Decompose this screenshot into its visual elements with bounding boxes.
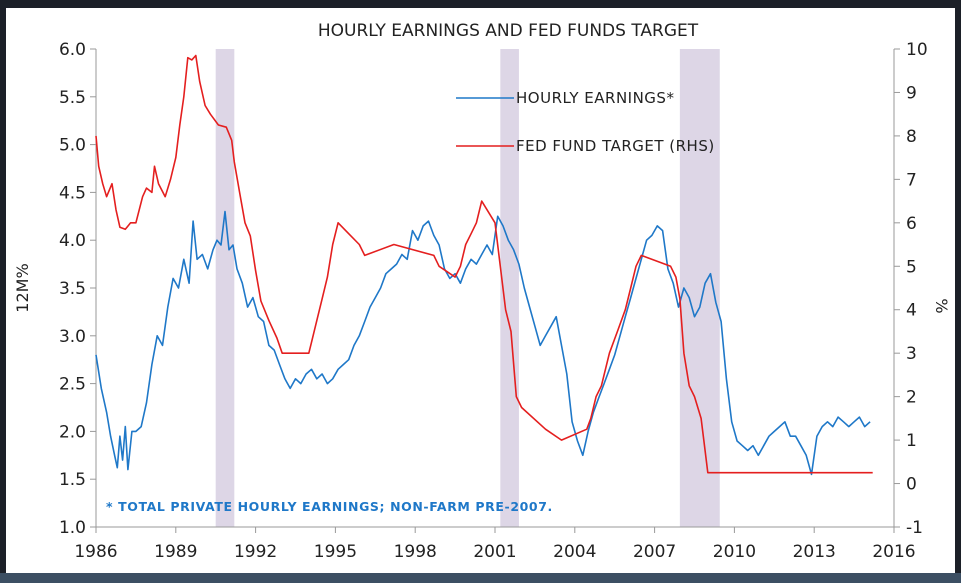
x-tick-label-2010: 2010 <box>713 542 756 562</box>
x-tick-label-1998: 1998 <box>394 542 437 562</box>
x-tick-label-2004: 2004 <box>553 542 596 562</box>
y-tick-label-2.5: 2.5 <box>59 375 86 395</box>
x-tick-label-1986: 1986 <box>74 542 117 562</box>
y2-tick-label-5: 5 <box>906 257 917 277</box>
y-ticks: 1.0 1.5 2.0 2.5 3.0 3.5 4.0 4.5 5.0 5.5 6.0 <box>59 40 96 538</box>
y-tick-label-2.0: 2.0 <box>59 422 86 442</box>
legend-label-fed-fund-target: FED FUND TARGET (RHS) <box>516 137 715 155</box>
x-tick-label-1995: 1995 <box>314 542 357 562</box>
recession-band-1 <box>500 49 519 527</box>
y-tick-label-5.0: 5.0 <box>59 136 86 156</box>
legend-label-hourly-earnings: HOURLY EARNINGS* <box>516 89 674 107</box>
bottom-strip <box>0 573 961 583</box>
legend: HOURLY EARNINGS* FED FUND TARGET (RHS) <box>456 89 715 155</box>
recession-bands <box>215 49 720 527</box>
x-tick-label-2007: 2007 <box>633 542 676 562</box>
y2-tick-label-0: 0 <box>906 475 917 495</box>
y2-tick-label-6: 6 <box>906 214 917 234</box>
y-tick-label-5.5: 5.5 <box>59 88 86 108</box>
y-tick-label-6.0: 6.0 <box>59 40 86 60</box>
recession-band-0 <box>215 49 235 527</box>
y2-axis-title: % <box>932 298 951 313</box>
chart: HOURLY EARNINGS AND FED FUNDS TARGET 198… <box>13 21 951 562</box>
chart-footnote: * TOTAL PRIVATE HOURLY EARNINGS; NON-FAR… <box>106 499 553 514</box>
y2-tick-label-9: 9 <box>906 83 917 103</box>
x-tick-label-2001: 2001 <box>473 542 516 562</box>
chart-frame: HOURLY EARNINGS AND FED FUNDS TARGET 198… <box>6 8 955 573</box>
x-tick-label-2013: 2013 <box>793 542 836 562</box>
y2-tick-label-10: 10 <box>906 40 928 60</box>
y2-tick-label-7: 7 <box>906 170 917 190</box>
x-tick-label-2016: 2016 <box>872 542 915 562</box>
y-tick-label-3.5: 3.5 <box>59 279 86 299</box>
y2-tick-label--1: -1 <box>906 518 923 538</box>
y2-ticks: -1 0 1 2 3 4 5 6 7 8 9 10 <box>894 40 928 538</box>
x-tick-label-1992: 1992 <box>234 542 277 562</box>
x-tick-label-1989: 1989 <box>154 542 197 562</box>
y2-tick-label-2: 2 <box>906 388 917 408</box>
y-tick-label-3.0: 3.0 <box>59 327 86 347</box>
x-ticks: 1986 1989 1992 1995 1998 2001 2004 2007 2010 2013… <box>74 527 916 562</box>
series-lines <box>95 54 873 476</box>
y2-tick-label-4: 4 <box>906 301 917 321</box>
fed-fund-target-line <box>95 54 873 474</box>
y2-tick-label-3: 3 <box>906 344 917 364</box>
y-axis-title: 12M% <box>13 263 32 312</box>
y2-tick-label-1: 1 <box>906 431 917 451</box>
y-tick-label-4.0: 4.0 <box>59 231 86 251</box>
y-tick-label-4.5: 4.5 <box>59 183 86 203</box>
y-tick-label-1.5: 1.5 <box>59 470 86 490</box>
hourly-earnings-line <box>95 210 871 476</box>
chart-title: HOURLY EARNINGS AND FED FUNDS TARGET <box>318 21 699 41</box>
y-tick-label-1.0: 1.0 <box>59 518 86 538</box>
y2-tick-label-8: 8 <box>906 127 917 147</box>
